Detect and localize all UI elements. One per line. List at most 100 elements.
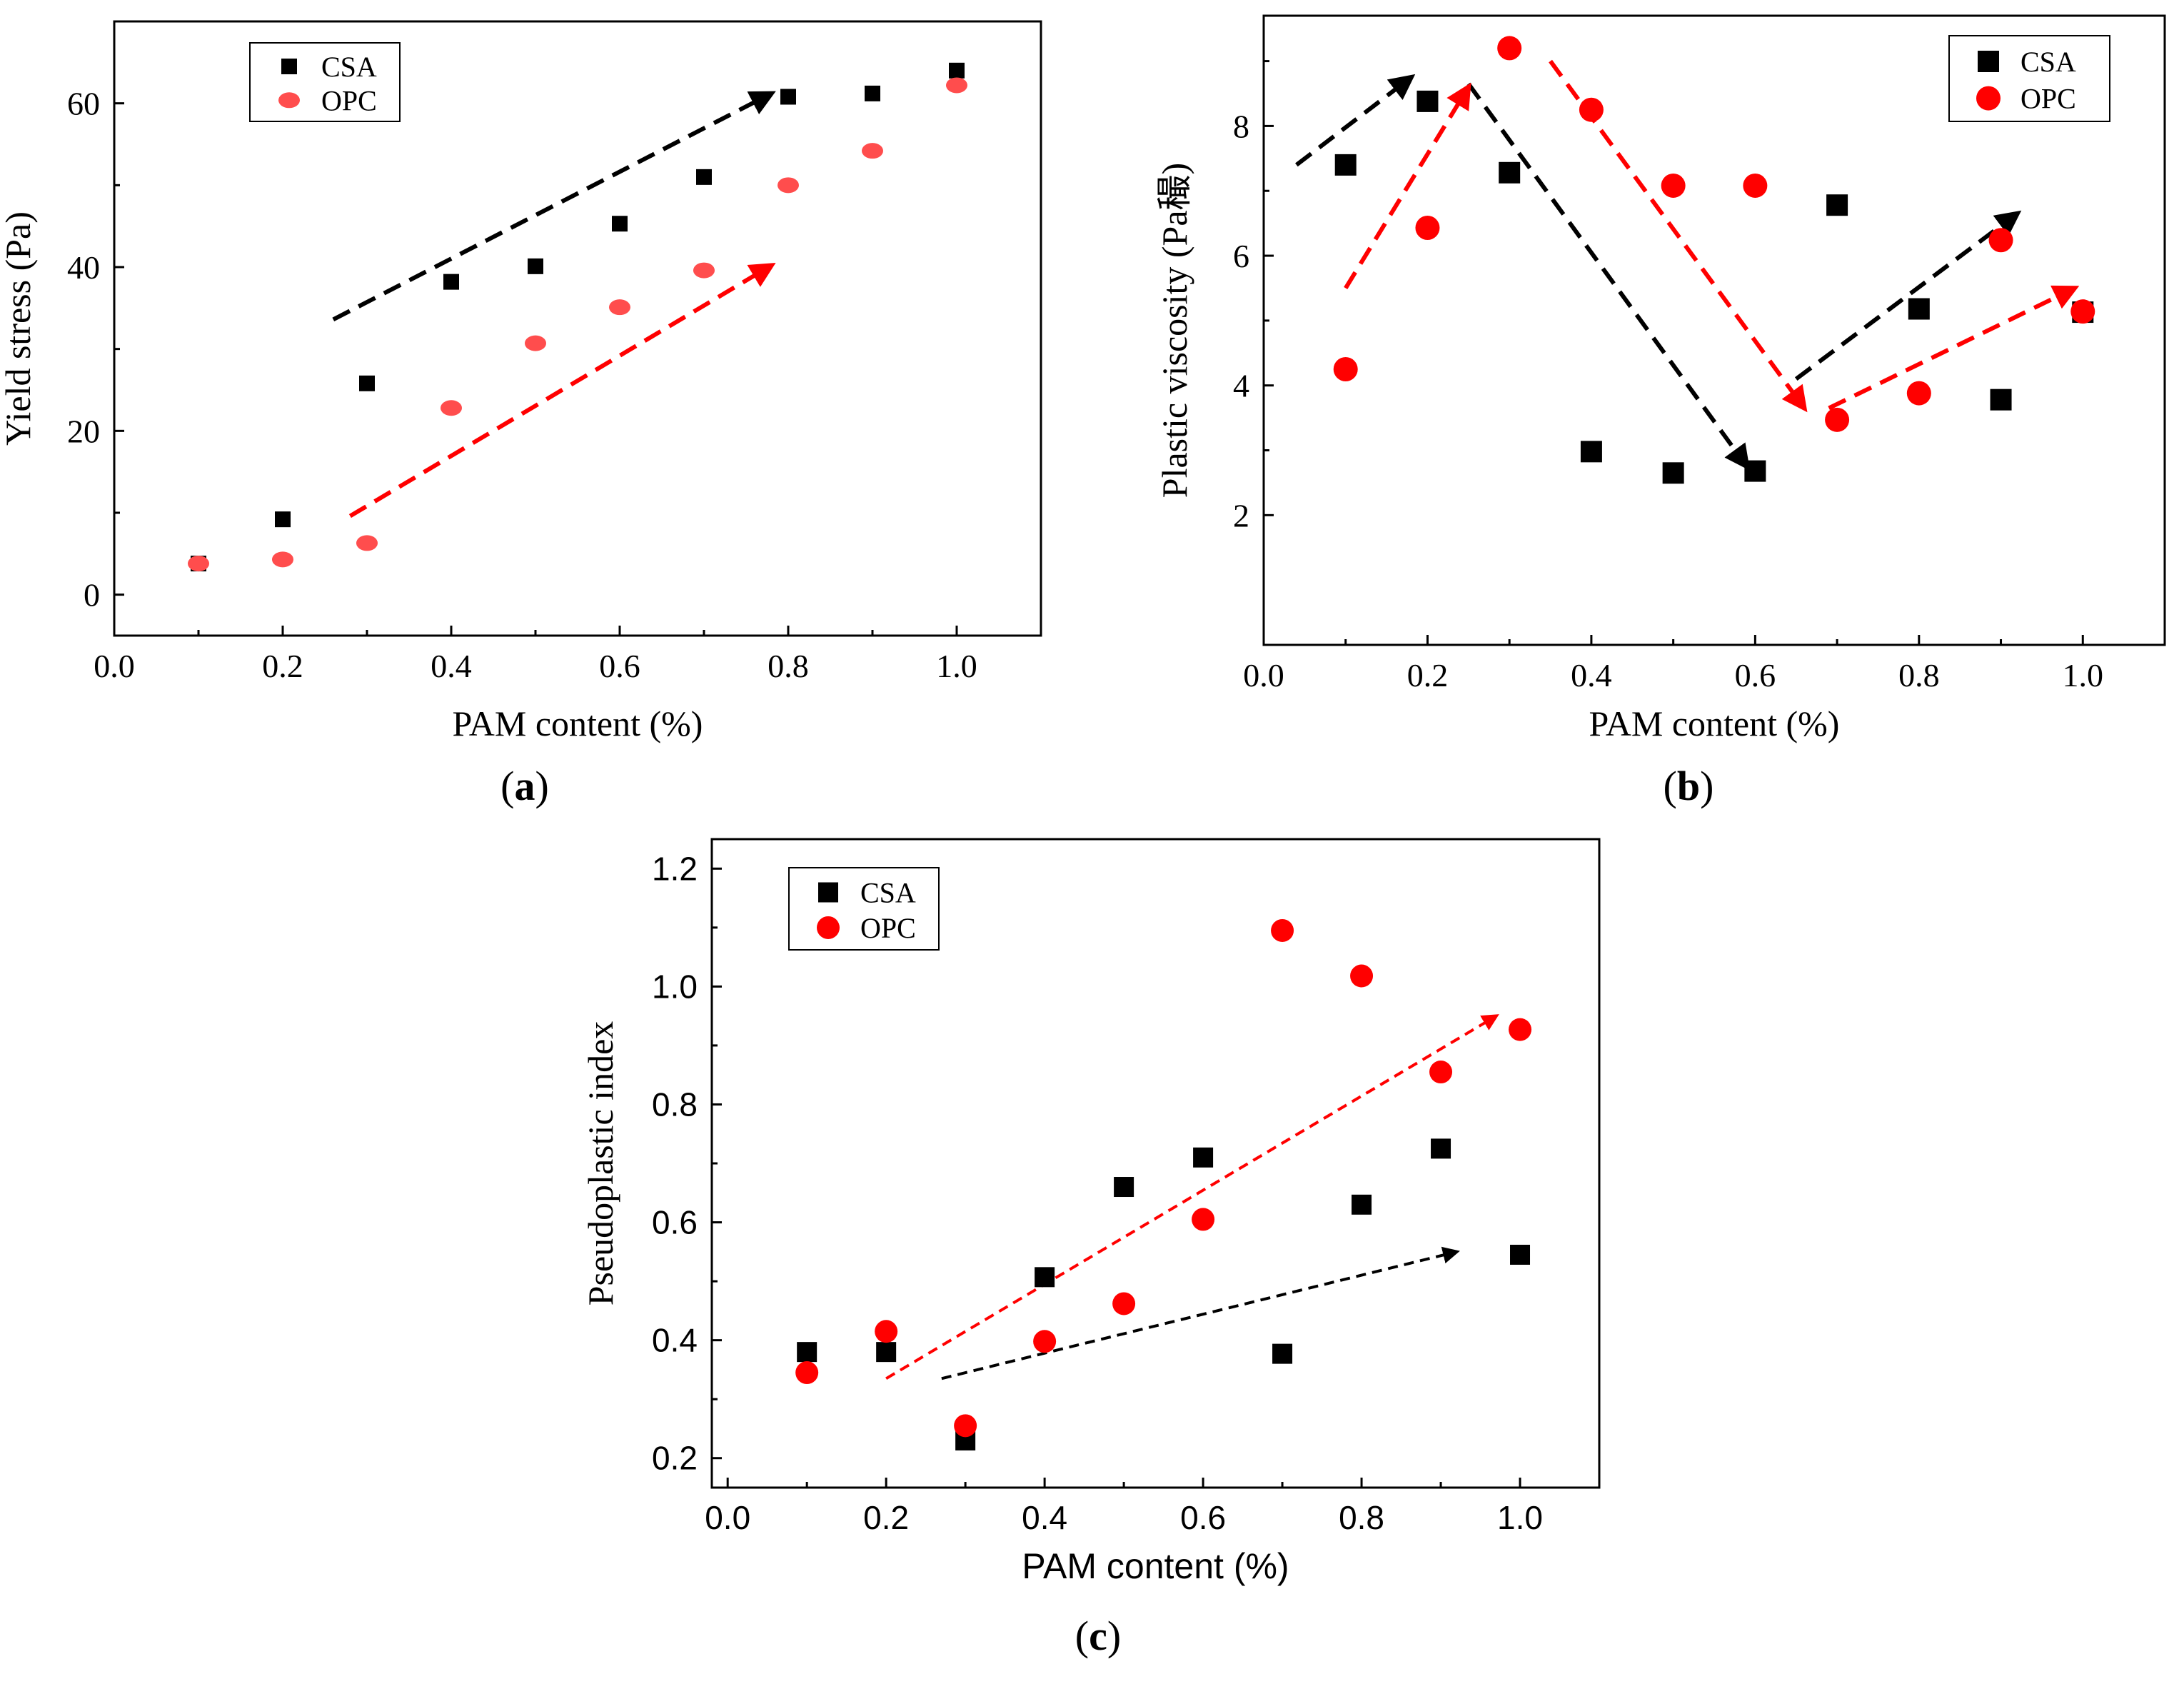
trend-arrow-csa — [941, 1246, 1460, 1380]
data-point-csa — [780, 89, 796, 105]
data-point-opc — [1350, 964, 1374, 988]
trend-arrow-csa — [1295, 74, 1416, 167]
y-axis-title: Pseudoplastic index — [580, 1021, 620, 1306]
x-tick-label: 0.4 — [1022, 1499, 1067, 1536]
data-point-opc — [1743, 173, 1768, 198]
x-tick-label: 0.8 — [1898, 657, 1940, 693]
legend-box — [249, 42, 401, 122]
data-point-csa — [1990, 389, 2012, 411]
trend-arrow-opc — [885, 1014, 1499, 1380]
y-tick-label: 6 — [1233, 238, 1249, 274]
legend-marker-opc — [817, 916, 840, 939]
x-tick-label: 0.2 — [863, 1499, 909, 1536]
x-tick-label: 0.6 — [599, 648, 640, 684]
legend-label-csa: CSA — [860, 877, 916, 909]
legend-marker-csa — [281, 59, 297, 74]
x-tick-label: 1.0 — [2063, 657, 2104, 693]
data-point-opc — [1579, 97, 1604, 122]
x-tick-label: 0.4 — [431, 648, 472, 684]
y-tick-label: 60 — [67, 86, 100, 122]
data-point-csa — [949, 62, 965, 79]
data-point-opc — [188, 556, 209, 572]
trend-arrow-opc — [348, 263, 776, 518]
legend-marker-csa — [1978, 51, 1999, 72]
legend-box — [1948, 35, 2110, 122]
data-point-csa — [1662, 462, 1684, 484]
data-point-opc — [1415, 215, 1440, 240]
legend-marker-csa — [818, 882, 838, 903]
x-axis-title: PAM content (%) — [453, 703, 703, 743]
data-point-csa — [359, 375, 375, 391]
data-point-opc — [1033, 1330, 1057, 1353]
y-tick-label: 1.2 — [652, 850, 698, 887]
y-tick-label: 0 — [84, 577, 100, 613]
data-point-opc — [272, 551, 293, 568]
data-point-csa — [1272, 1343, 1293, 1364]
x-axis-title: PAM content (%) — [1589, 703, 1840, 743]
data-point-opc — [795, 1361, 819, 1385]
data-point-csa — [797, 1342, 817, 1363]
data-point-opc — [609, 299, 630, 316]
data-point-opc — [1825, 407, 1850, 432]
data-point-opc — [356, 535, 378, 551]
data-point-csa — [1352, 1194, 1372, 1215]
data-point-opc — [525, 335, 546, 351]
legend-marker-opc — [1976, 86, 2001, 111]
legend-label-opc: OPC — [860, 912, 916, 944]
data-point-opc — [2070, 299, 2095, 324]
data-point-csa — [443, 274, 459, 290]
data-point-csa — [612, 216, 628, 232]
data-point-opc — [1906, 381, 1931, 406]
data-point-opc — [1429, 1061, 1453, 1084]
data-point-csa — [528, 258, 543, 274]
data-point-opc — [1988, 228, 2013, 253]
plot-frame — [1262, 14, 2166, 646]
legend-label-csa: CSA — [2021, 46, 2076, 78]
data-point-csa — [865, 85, 880, 101]
y-tick-label: 0.8 — [652, 1086, 698, 1123]
data-point-csa — [1510, 1244, 1531, 1265]
data-point-csa — [1580, 441, 1602, 463]
data-point-opc — [1509, 1018, 1532, 1041]
data-point-opc — [1112, 1292, 1136, 1315]
legend-label-opc: OPC — [2021, 83, 2076, 115]
y-tick-label: 20 — [67, 413, 100, 449]
x-tick-label: 0.0 — [705, 1499, 750, 1536]
y-tick-label: 8 — [1233, 108, 1249, 144]
data-point-opc — [1333, 356, 1358, 381]
chart-panel-c: 0.0 0.2 0.4 0.6 0.8 1.00.20.40.60.81.01.2PAM … — [580, 838, 1601, 1659]
x-tick-label: 0.8 — [1339, 1499, 1384, 1536]
data-point-csa — [1826, 194, 1848, 216]
x-tick-label: 0.2 — [1407, 657, 1449, 693]
x-tick-label: 0.4 — [1571, 657, 1612, 693]
legend: CSA OPC — [1948, 35, 2110, 122]
trend-arrow-csa — [1466, 82, 1751, 471]
data-point-csa — [1908, 298, 1930, 320]
data-point-opc — [946, 77, 967, 94]
x-tick-label: 0.0 — [94, 648, 135, 684]
data-point-opc — [862, 143, 883, 159]
data-point-opc — [441, 400, 462, 416]
x-tick-label: 0.8 — [768, 648, 809, 684]
trend-arrow-opc — [1828, 285, 2080, 411]
data-point-csa — [696, 169, 712, 185]
x-axis-title: PAM content (%) — [1022, 1546, 1289, 1586]
data-point-csa — [876, 1342, 897, 1363]
data-point-csa — [1499, 161, 1521, 184]
trend-arrow-csa — [1794, 210, 2022, 381]
y-axis-title: Plastic viscosity (Pa穝) — [1154, 163, 1194, 498]
y-tick-label: 4 — [1233, 368, 1249, 404]
x-tick-label: 0.2 — [262, 648, 303, 684]
x-tick-label: 0.0 — [1243, 657, 1284, 693]
legend-label-opc: OPC — [321, 84, 377, 116]
y-tick-label: 40 — [67, 249, 100, 286]
data-point-csa — [275, 511, 291, 528]
legend-box — [788, 867, 940, 951]
x-tick-label: 0.6 — [1180, 1499, 1226, 1536]
x-tick-label: 1.0 — [1497, 1499, 1543, 1536]
data-point-csa — [1035, 1267, 1055, 1288]
x-tick-label: 0.6 — [1735, 657, 1776, 693]
x-tick-label: 1.0 — [936, 648, 977, 684]
